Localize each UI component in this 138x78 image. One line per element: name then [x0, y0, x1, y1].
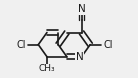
Text: CH₃: CH₃: [39, 64, 55, 73]
Text: Cl: Cl: [103, 40, 113, 50]
Text: Cl: Cl: [17, 40, 26, 50]
Text: N: N: [75, 52, 83, 62]
Text: N: N: [78, 4, 85, 14]
